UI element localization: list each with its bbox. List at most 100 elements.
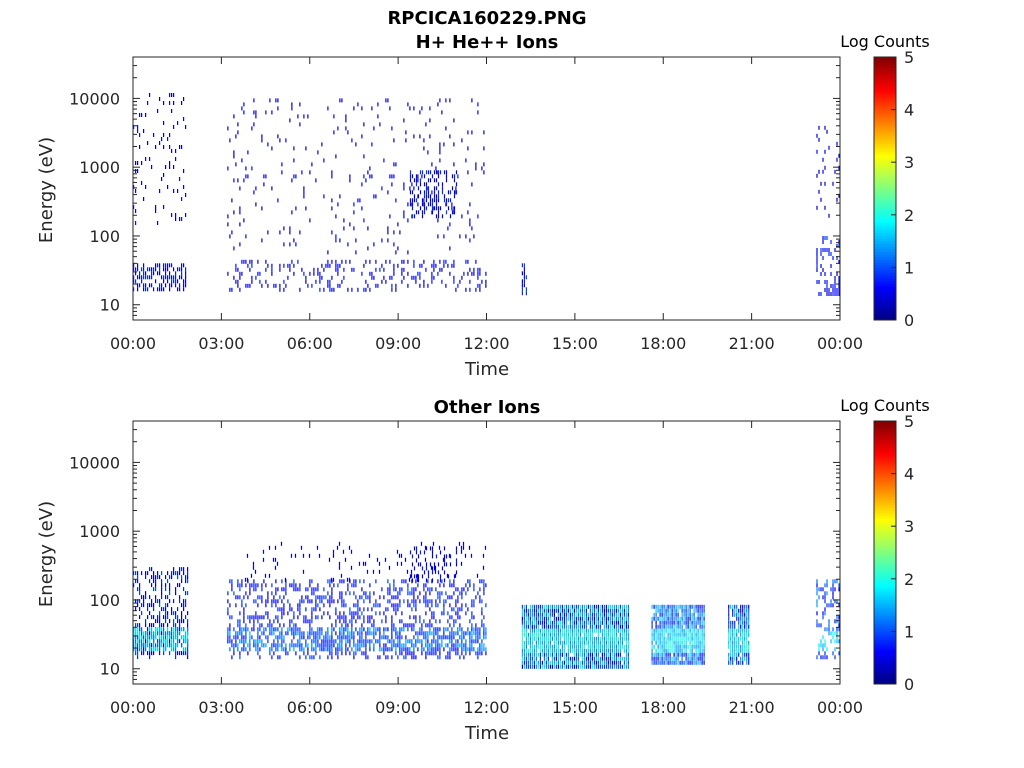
count-cell [241, 599, 243, 604]
count-cell [295, 631, 297, 636]
count-cell [163, 651, 165, 656]
count-cell [367, 627, 369, 632]
count-cell [521, 279, 523, 284]
count-cell [357, 647, 359, 652]
count-cell [259, 647, 261, 652]
count-cell [675, 612, 677, 617]
count-cell [439, 170, 442, 175]
count-cell [567, 648, 569, 653]
count-cell [549, 604, 551, 609]
count-cell [465, 158, 467, 163]
count-cell [163, 263, 165, 268]
count-cell [734, 612, 736, 617]
count-cell [573, 636, 575, 641]
count-cell [325, 639, 327, 644]
count-cell [746, 632, 748, 637]
colorbar-swatch [874, 676, 896, 680]
count-cell [421, 106, 423, 111]
count-cell [693, 628, 695, 633]
count-cell [523, 664, 525, 669]
count-cell [746, 648, 748, 653]
count-cell [575, 648, 577, 653]
count-cell [471, 631, 473, 636]
count-cell [319, 271, 321, 276]
count-cell [169, 145, 171, 149]
count-cell [143, 595, 145, 600]
count-cell [673, 648, 675, 653]
count-cell [255, 186, 257, 191]
count-cell [585, 648, 587, 653]
count-cell [367, 615, 369, 620]
count-cell [151, 643, 153, 648]
count-cell [401, 643, 403, 648]
count-cell [621, 656, 623, 661]
count-cell [557, 604, 559, 609]
count-cell [621, 608, 623, 613]
count-cell [551, 628, 553, 633]
count-cell [545, 628, 547, 633]
count-cell [297, 114, 299, 119]
count-cell [449, 214, 452, 219]
count-cell [431, 615, 433, 620]
count-cell [133, 267, 135, 272]
count-cell [481, 579, 483, 584]
count-cell [836, 627, 838, 632]
count-cell [339, 283, 341, 288]
count-cell [171, 93, 173, 97]
count-cell [822, 236, 824, 240]
colorbar-title: Log Counts [840, 396, 930, 415]
colorbar-swatch [874, 602, 896, 606]
count-cell [339, 635, 341, 640]
colorbar-tick-label: 1 [904, 258, 914, 277]
count-cell [365, 178, 367, 183]
count-cell [462, 545, 465, 550]
count-cell [175, 611, 177, 616]
count-cell [683, 648, 685, 653]
count-cell [341, 639, 343, 644]
count-cell [655, 648, 657, 653]
colorbar-swatch [874, 238, 896, 242]
count-cell [169, 275, 171, 280]
count-cell [473, 599, 475, 604]
count-cell [305, 607, 307, 612]
count-cell [165, 267, 167, 272]
count-cell [461, 595, 463, 600]
colorbar-swatch [874, 162, 896, 166]
count-cell [443, 647, 445, 652]
count-cell [379, 631, 381, 636]
count-cell [249, 587, 251, 592]
count-cell [275, 603, 277, 608]
count-cell [429, 106, 431, 111]
count-cell [237, 631, 239, 636]
count-cell [455, 287, 457, 292]
count-cell [233, 643, 235, 648]
count-cell [327, 250, 329, 255]
count-cell [822, 240, 824, 244]
count-cell [157, 575, 159, 580]
count-cell [179, 275, 181, 280]
count-cell [685, 656, 687, 661]
count-cell [369, 287, 371, 292]
count-cell [335, 267, 337, 272]
count-cell [661, 620, 663, 625]
count-cell [689, 616, 691, 621]
count-cell [157, 619, 159, 624]
count-cell [599, 612, 601, 617]
count-cell [233, 210, 235, 215]
count-cell [435, 198, 438, 203]
count-cell [424, 545, 427, 550]
count-cell [159, 639, 161, 644]
count-cell [243, 178, 245, 183]
count-cell [407, 283, 409, 288]
count-cell [357, 615, 359, 620]
count-cell [675, 620, 677, 625]
count-cell [655, 652, 657, 657]
count-cell [834, 599, 836, 604]
count-cell [309, 599, 311, 604]
count-cell [391, 275, 393, 280]
count-cell [167, 639, 169, 644]
colorbar-swatch [874, 235, 896, 239]
count-cell [347, 623, 349, 628]
colorbar-swatch [874, 104, 896, 108]
count-cell [421, 202, 424, 207]
